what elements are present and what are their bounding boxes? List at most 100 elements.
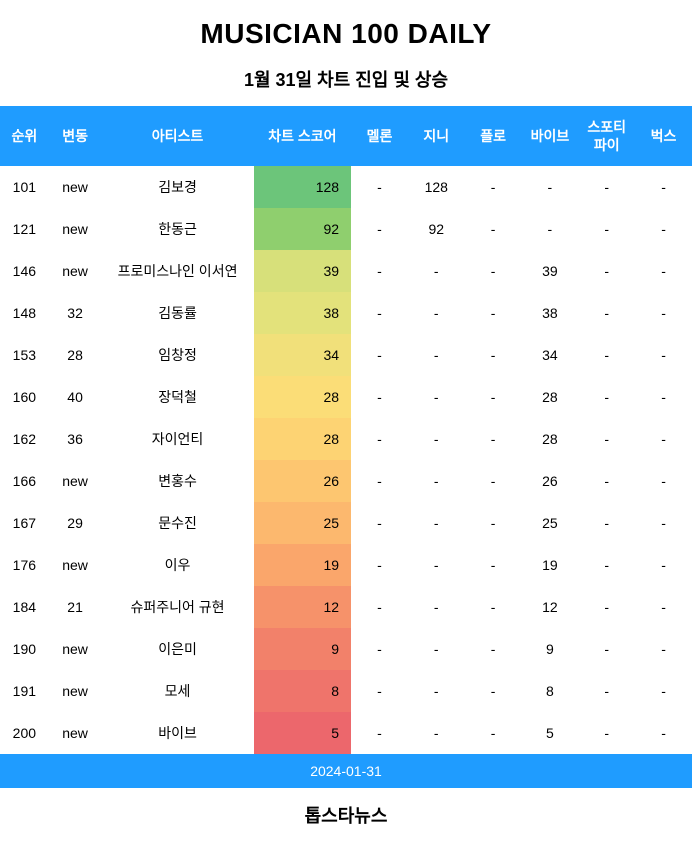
table-body: 101new김보경128-128----121new한동근92-92----14… <box>0 166 692 754</box>
table-row: 18421슈퍼주니어 규현12---12-- <box>0 586 692 628</box>
cell-vibe: 25 <box>521 502 578 544</box>
cell-spotify: - <box>578 334 635 376</box>
cell-change: new <box>49 544 102 586</box>
cell-melon: - <box>351 712 408 754</box>
cell-bugs: - <box>635 712 692 754</box>
cell-artist: 김보경 <box>101 166 253 208</box>
cell-bugs: - <box>635 628 692 670</box>
cell-flo: - <box>465 712 522 754</box>
table-row: 176new이우19---19-- <box>0 544 692 586</box>
cell-flo: - <box>465 292 522 334</box>
cell-flo: - <box>465 250 522 292</box>
cell-spotify: - <box>578 670 635 712</box>
cell-spotify: - <box>578 586 635 628</box>
cell-genie: - <box>408 628 465 670</box>
table-row: 15328임창정34---34-- <box>0 334 692 376</box>
cell-artist: 이우 <box>101 544 253 586</box>
cell-vibe: 5 <box>521 712 578 754</box>
cell-artist: 문수진 <box>101 502 253 544</box>
cell-score: 12 <box>254 586 351 628</box>
cell-rank: 176 <box>0 544 49 586</box>
date-text: 2024-01-31 <box>0 754 692 788</box>
cell-genie: - <box>408 544 465 586</box>
cell-vibe: 12 <box>521 586 578 628</box>
cell-melon: - <box>351 502 408 544</box>
cell-melon: - <box>351 586 408 628</box>
cell-score: 8 <box>254 670 351 712</box>
table-row: 16040장덕철28---28-- <box>0 376 692 418</box>
cell-bugs: - <box>635 166 692 208</box>
ranking-table: 순위 변동 아티스트 차트 스코어 멜론 지니 플로 바이브 스포티 파이 벅스… <box>0 106 692 788</box>
cell-bugs: - <box>635 502 692 544</box>
cell-flo: - <box>465 460 522 502</box>
cell-vibe: 9 <box>521 628 578 670</box>
cell-bugs: - <box>635 670 692 712</box>
table-row: 14832김동률38---38-- <box>0 292 692 334</box>
cell-vibe: 28 <box>521 418 578 460</box>
cell-melon: - <box>351 376 408 418</box>
col-spotify: 스포티 파이 <box>578 106 635 166</box>
cell-change: new <box>49 628 102 670</box>
cell-score: 34 <box>254 334 351 376</box>
cell-artist: 모세 <box>101 670 253 712</box>
cell-bugs: - <box>635 544 692 586</box>
cell-artist: 김동률 <box>101 292 253 334</box>
cell-flo: - <box>465 502 522 544</box>
cell-bugs: - <box>635 208 692 250</box>
cell-rank: 166 <box>0 460 49 502</box>
cell-score: 25 <box>254 502 351 544</box>
cell-spotify: - <box>578 292 635 334</box>
table-row: 200new바이브5---5-- <box>0 712 692 754</box>
cell-rank: 146 <box>0 250 49 292</box>
cell-change: new <box>49 250 102 292</box>
cell-bugs: - <box>635 250 692 292</box>
cell-rank: 190 <box>0 628 49 670</box>
cell-score: 19 <box>254 544 351 586</box>
table-row: 190new이은미9---9-- <box>0 628 692 670</box>
table-row: 16236자이언티28---28-- <box>0 418 692 460</box>
cell-spotify: - <box>578 502 635 544</box>
cell-score: 28 <box>254 376 351 418</box>
table-row: 101new김보경128-128---- <box>0 166 692 208</box>
cell-score: 26 <box>254 460 351 502</box>
cell-bugs: - <box>635 334 692 376</box>
cell-artist: 임창정 <box>101 334 253 376</box>
cell-artist: 프로미스나인 이서연 <box>101 250 253 292</box>
cell-score: 5 <box>254 712 351 754</box>
cell-melon: - <box>351 544 408 586</box>
chart-container: MUSICIAN 100 DAILY 1월 31일 차트 진입 및 상승 순위 … <box>0 0 692 846</box>
cell-genie: - <box>408 250 465 292</box>
cell-spotify: - <box>578 376 635 418</box>
cell-change: new <box>49 670 102 712</box>
cell-score: 128 <box>254 166 351 208</box>
cell-melon: - <box>351 292 408 334</box>
cell-vibe: - <box>521 208 578 250</box>
col-artist: 아티스트 <box>101 106 253 166</box>
cell-melon: - <box>351 460 408 502</box>
cell-melon: - <box>351 250 408 292</box>
cell-score: 28 <box>254 418 351 460</box>
cell-artist: 장덕철 <box>101 376 253 418</box>
cell-bugs: - <box>635 586 692 628</box>
cell-vibe: 38 <box>521 292 578 334</box>
cell-genie: - <box>408 460 465 502</box>
cell-melon: - <box>351 166 408 208</box>
cell-spotify: - <box>578 712 635 754</box>
cell-genie: - <box>408 712 465 754</box>
cell-melon: - <box>351 670 408 712</box>
table-row: 166new변홍수26---26-- <box>0 460 692 502</box>
cell-genie: - <box>408 376 465 418</box>
cell-artist: 자이언티 <box>101 418 253 460</box>
cell-genie: 92 <box>408 208 465 250</box>
cell-vibe: 26 <box>521 460 578 502</box>
cell-rank: 200 <box>0 712 49 754</box>
footer-credit: 톱스타뉴스 <box>0 788 692 846</box>
cell-genie: - <box>408 292 465 334</box>
cell-melon: - <box>351 628 408 670</box>
cell-bugs: - <box>635 292 692 334</box>
cell-spotify: - <box>578 208 635 250</box>
date-row: 2024-01-31 <box>0 754 692 788</box>
cell-rank: 160 <box>0 376 49 418</box>
col-score: 차트 스코어 <box>254 106 351 166</box>
cell-spotify: - <box>578 418 635 460</box>
